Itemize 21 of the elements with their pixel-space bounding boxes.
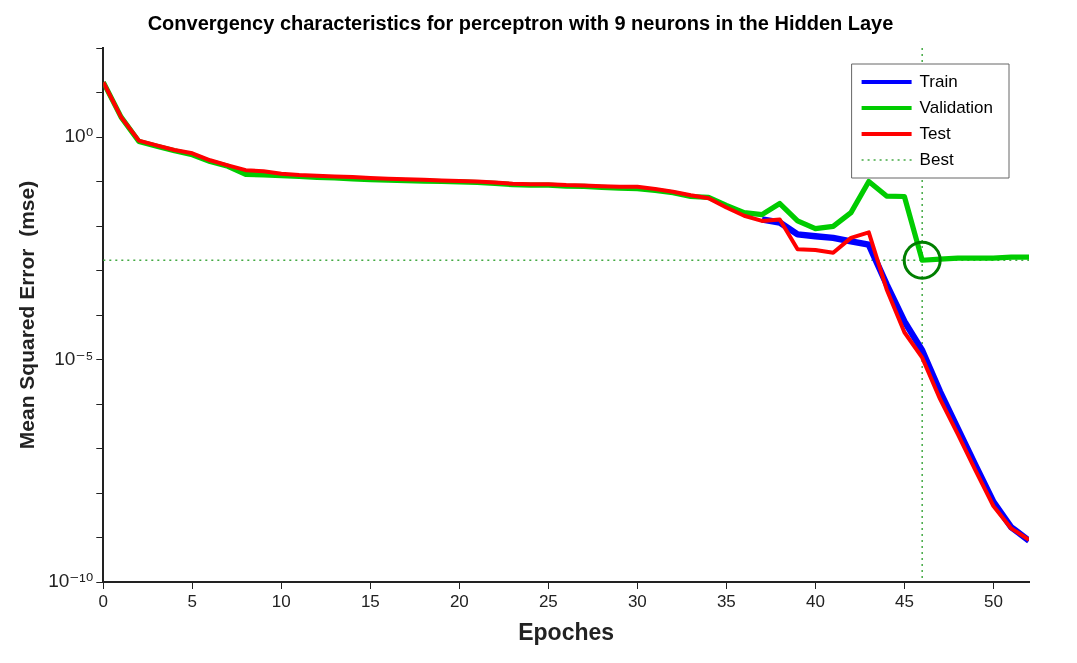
ref-line-label: Best [919, 149, 954, 169]
legend-label: Validation [919, 97, 993, 117]
y-tick-label: 10⁰ [64, 125, 94, 147]
legend-label: Train [919, 71, 958, 91]
x-tick-label: 15 [360, 591, 380, 611]
x-axis-title: Epoches [518, 618, 615, 645]
y-axis-title: Mean Squared Error (mse) [15, 180, 39, 450]
x-tick-label: 35 [716, 591, 736, 611]
y-tick-label: 10⁻⁵ [54, 347, 94, 369]
x-tick-label: 20 [449, 591, 469, 611]
x-tick-label: 10 [271, 591, 291, 611]
x-tick-label: 25 [538, 591, 558, 611]
x-tick-label: 5 [187, 591, 198, 611]
x-tick-label: 45 [894, 591, 914, 611]
x-tick-label: 30 [627, 591, 647, 611]
x-tick-label: 40 [805, 591, 825, 611]
legend-label: Test [919, 123, 952, 143]
y-tick-label: 10⁻¹⁰ [48, 570, 94, 592]
chart-title: Convergency characteristics for perceptron with 9 neurons in the Hidden Laye [147, 11, 894, 34]
x-tick-label: 50 [983, 591, 1003, 611]
x-tick-label: 0 [98, 591, 109, 611]
